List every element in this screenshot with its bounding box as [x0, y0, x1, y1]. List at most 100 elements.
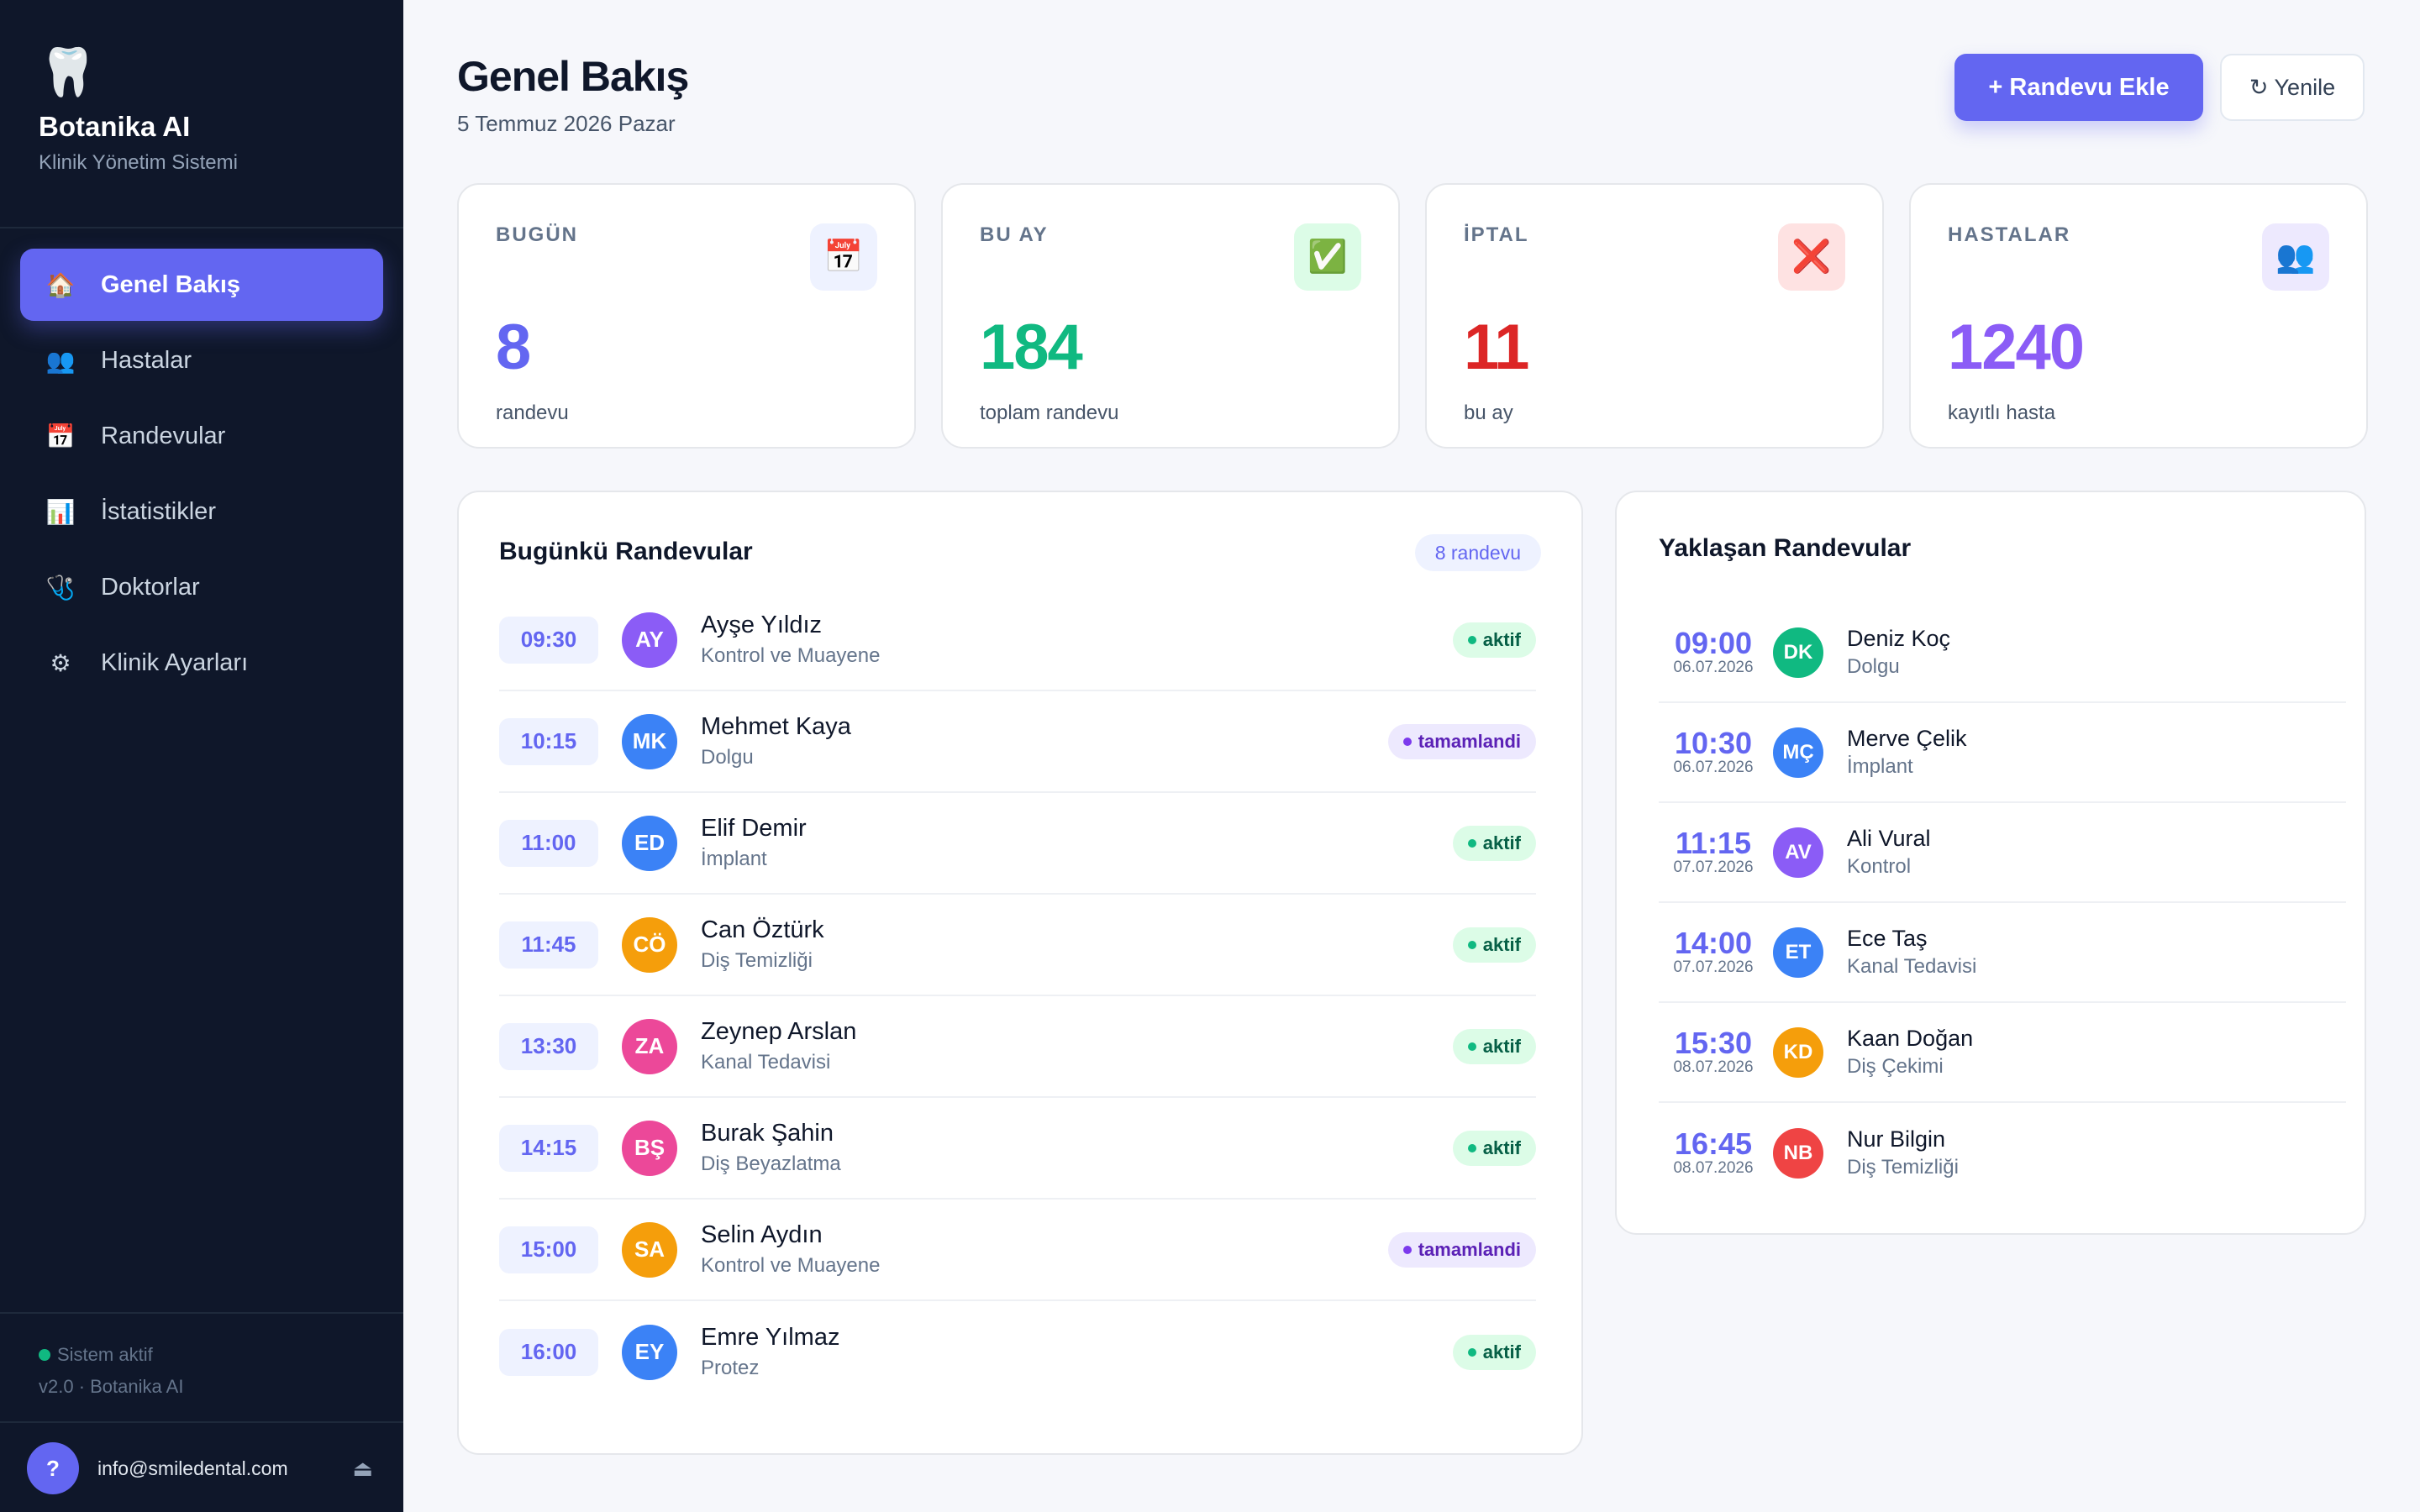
table-row[interactable]: 14:15 BŞ Burak Şahin Diş Beyazlatma aktif — [499, 1098, 1536, 1200]
status-badge: aktif — [1452, 622, 1536, 658]
eject-icon[interactable]: ⏏ — [352, 1455, 373, 1481]
brand-subtitle: Klinik Yönetim Sistemi — [39, 151, 238, 174]
list-item[interactable]: 09:00 06.07.2026 DK Deniz Koç Dolgu — [1659, 603, 2346, 703]
avatar: ZA — [622, 1018, 677, 1074]
refresh-button[interactable]: ↻ Yenile — [2220, 54, 2365, 121]
patient-info: Ece Taş Kanal Tedavisi — [1847, 926, 1976, 979]
sidebar-item-randevular[interactable]: 📅 Randevular — [20, 400, 383, 472]
user-email: info@smiledental.com — [97, 1457, 288, 1479]
sidebar-divider — [0, 1421, 403, 1423]
service-name: Kanal Tedavisi — [701, 1051, 831, 1074]
stat-label: HASTALAR — [1948, 223, 2071, 246]
table-row[interactable]: 13:30 ZA Zeynep Arslan Kanal Tedavisi aktif — [499, 996, 1536, 1098]
status-dot — [1467, 1042, 1476, 1051]
upcoming-time: 09:00 06.07.2026 — [1659, 627, 1768, 678]
avatar: CÖ — [622, 916, 677, 973]
patient-name: Deniz Koç — [1847, 626, 1951, 651]
patient-info: Zeynep Arslan Kanal Tedavisi — [701, 1018, 856, 1074]
patient-info: Can Öztürk Diş Temizliği — [701, 916, 824, 973]
patient-name: Mehmet Kaya — [701, 713, 851, 740]
user-account[interactable]: ? info@smiledental.com ⏏ — [27, 1441, 380, 1495]
service-name: Diş Çekimi — [1847, 1055, 1944, 1078]
avatar: NB — [1773, 1127, 1823, 1179]
upcoming-clock: 15:30 — [1674, 1025, 1753, 1060]
tooth-icon: 🦷 — [39, 45, 97, 98]
service-name: İmplant — [1847, 755, 1913, 778]
patient-name: Can Öztürk — [701, 916, 824, 943]
house-icon: 🏠 — [45, 271, 76, 298]
sidebar-item-doktorlar[interactable]: 🩺 Doktorlar — [20, 551, 383, 623]
service-name: Protez — [701, 1357, 760, 1379]
status-text: tamamlandi — [1418, 730, 1521, 752]
stat-value: 1240 — [1948, 312, 2085, 383]
status-text: tamamlandi — [1418, 1238, 1521, 1260]
patient-info: Ali Vural Kontrol — [1847, 826, 1931, 879]
service-name: İmplant — [701, 848, 767, 870]
patient-info: Ayşe Yıldız Kontrol ve Muayene — [701, 612, 880, 668]
sidebar-item-klinik-ayarlari[interactable]: ⚙ Klinik Ayarları — [20, 627, 383, 699]
upcoming-clock: 16:45 — [1674, 1126, 1753, 1161]
service-name: Kontrol ve Muayene — [701, 644, 881, 667]
status-dot — [39, 1349, 50, 1361]
list-item[interactable]: 10:30 06.07.2026 MÇ Merve Çelik İmplant — [1659, 703, 2346, 803]
table-row[interactable]: 16:00 EY Emre Yılmaz Protez aktif — [499, 1301, 1536, 1403]
add-appointment-button[interactable]: + Randevu Ekle — [1954, 54, 2203, 121]
status-badge: aktif — [1452, 1130, 1536, 1166]
upcoming-date: 06.07.2026 — [1673, 759, 1754, 777]
table-row[interactable]: 15:00 SA Selin Aydın Kontrol ve Muayene tama… — [499, 1200, 1536, 1301]
sidebar-item-genel-bakis[interactable]: 🏠 Genel Bakış — [20, 249, 383, 321]
appointment-time: 09:30 — [499, 616, 598, 664]
patient-name: Ece Taş — [1847, 926, 1928, 951]
status-text: aktif — [1482, 832, 1521, 853]
avatar: MK — [622, 713, 677, 769]
appointment-time: 13:30 — [499, 1022, 598, 1070]
patient-name: Zeynep Arslan — [701, 1018, 857, 1045]
brand: 🦷 Botanika AI Klinik Yönetim Sistemi — [39, 49, 375, 175]
sidebar-divider — [0, 1312, 403, 1314]
sidebar-item-label: Doktorlar — [101, 573, 200, 601]
patient-name: Nur Bilgin — [1847, 1126, 1946, 1152]
list-item[interactable]: 11:15 07.07.2026 AV Ali Vural Kontrol — [1659, 803, 2346, 903]
sidebar-item-hastalar[interactable]: 👥 Hastalar — [20, 324, 383, 396]
upcoming-list: 09:00 06.07.2026 DK Deniz Koç Dolgu 10:30 06.0… — [1659, 603, 2346, 1203]
today-appointments-panel: Bugünkü Randevular 8 randevu 09:30 AY Ayşe… — [457, 491, 1583, 1455]
list-item[interactable]: 14:00 07.07.2026 ET Ece Taş Kanal Tedavisi — [1659, 903, 2346, 1003]
users-icon: 👥 — [45, 347, 76, 374]
patient-name: Ali Vural — [1847, 826, 1931, 851]
avatar: BŞ — [622, 1120, 677, 1176]
patient-name: Kaan Doğan — [1847, 1026, 1974, 1051]
appointment-time: 15:00 — [499, 1226, 598, 1273]
sidebar-nav: 🏠 Genel Bakış 👥 Hastalar 📅 Randevular 📊 … — [20, 249, 383, 702]
brand-name: Botanika AI — [39, 111, 191, 142]
table-row[interactable]: 10:15 MK Mehmet Kaya Dolgu tamamlandi — [499, 691, 1536, 793]
patient-info: Nur Bilgin Diş Temizliği — [1847, 1126, 1959, 1179]
sidebar-item-label: Randevular — [101, 422, 226, 449]
patient-info: Kaan Doğan Diş Çekimi — [1847, 1026, 1973, 1079]
upcoming-date: 08.07.2026 — [1673, 1058, 1754, 1077]
upcoming-date: 07.07.2026 — [1673, 858, 1754, 877]
list-item[interactable]: 15:30 08.07.2026 KD Kaan Doğan Diş Çekimi — [1659, 1003, 2346, 1103]
table-row[interactable]: 11:45 CÖ Can Öztürk Diş Temizliği aktif — [499, 895, 1536, 996]
list-item[interactable]: 16:45 08.07.2026 NB Nur Bilgin Diş Temizliği — [1659, 1103, 2346, 1203]
upcoming-date: 07.07.2026 — [1673, 958, 1754, 977]
status-badge: aktif — [1452, 825, 1536, 861]
status-dot — [1402, 1245, 1412, 1254]
sidebar-item-istatistikler[interactable]: 📊 İstatistikler — [20, 475, 383, 548]
patient-info: Merve Çelik İmplant — [1847, 726, 1967, 779]
upcoming-time: 11:15 07.07.2026 — [1659, 827, 1768, 878]
upcoming-clock: 09:00 — [1674, 625, 1753, 660]
appointment-time: 11:00 — [499, 819, 598, 867]
calendar-icon: 📅 — [45, 423, 76, 449]
stat-value: 184 — [980, 312, 1083, 383]
service-name: Dolgu — [701, 746, 754, 769]
patient-info: Mehmet Kaya Dolgu — [701, 713, 851, 769]
stat-label: BU AY — [980, 223, 1049, 246]
sidebar-item-label: İstatistikler — [101, 497, 216, 525]
table-row[interactable]: 09:30 AY Ayşe Yıldız Kontrol ve Muayene akti… — [499, 590, 1536, 691]
table-row[interactable]: 11:00 ED Elif Demir İmplant aktif — [499, 793, 1536, 895]
avatar[interactable]: ? — [27, 1442, 79, 1494]
panel-title: Yaklaşan Randevular — [1659, 534, 1912, 562]
gear-icon: ⚙ — [50, 649, 71, 676]
upcoming-appointments-panel: Yaklaşan Randevular 09:00 06.07.2026 DK Den… — [1615, 491, 2366, 1235]
service-name: Diş Temizliği — [1847, 1156, 1959, 1179]
